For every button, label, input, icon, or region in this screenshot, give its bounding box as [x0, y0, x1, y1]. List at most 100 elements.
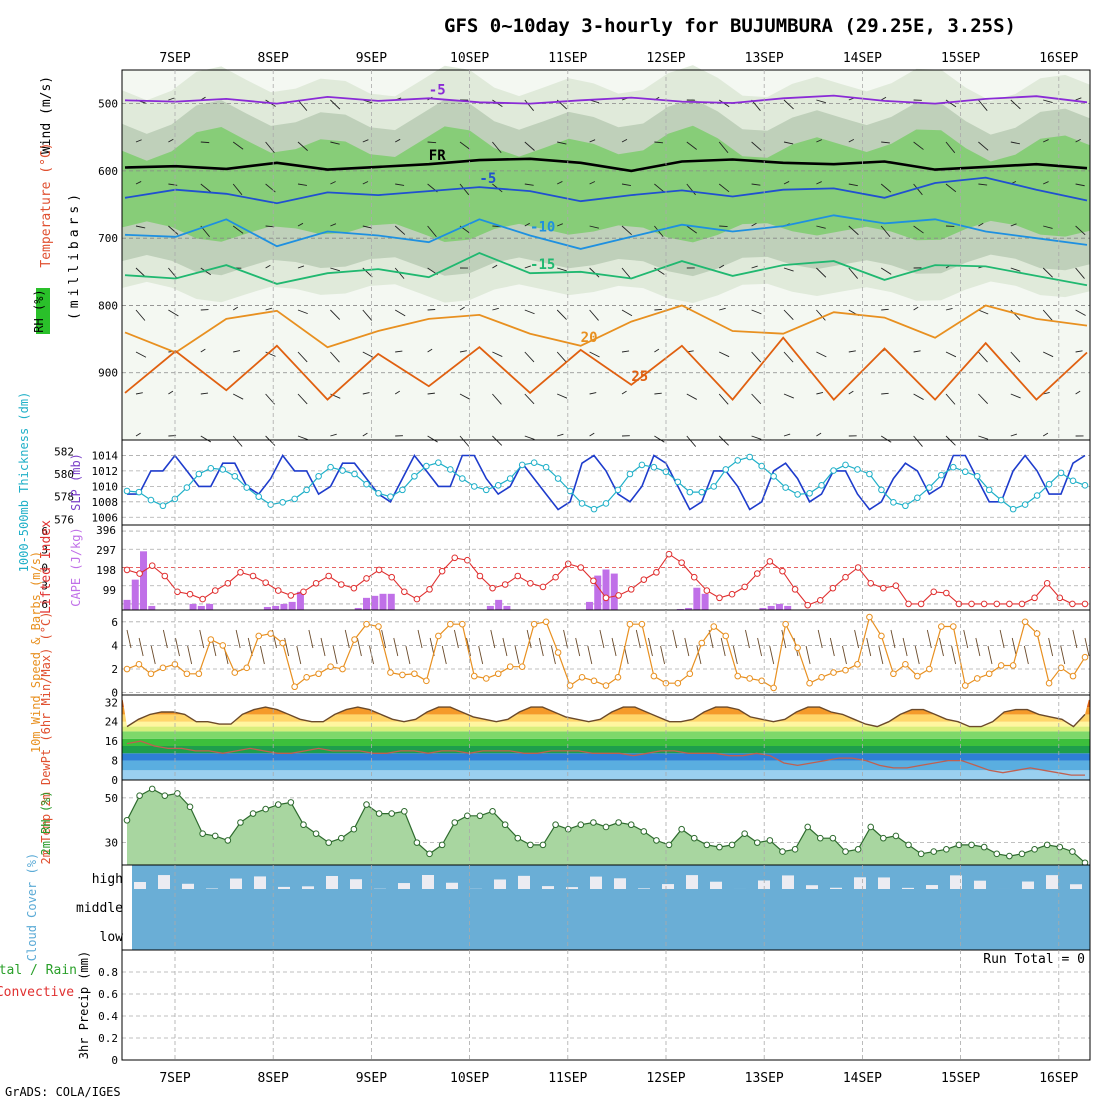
data-point	[339, 665, 346, 673]
cloud-gap	[974, 880, 986, 889]
data-point	[1057, 664, 1065, 672]
date-tick-top: 13SEP	[745, 51, 784, 66]
data-point	[791, 846, 799, 853]
data-point	[905, 600, 912, 608]
wind-barb	[492, 307, 499, 311]
temperature-mask	[122, 695, 1090, 727]
data-point	[890, 670, 897, 678]
wind-barb	[848, 183, 858, 187]
wind-barb	[635, 629, 641, 649]
wind-barb	[168, 183, 178, 186]
wind-barb	[621, 183, 632, 186]
data-point	[854, 564, 862, 571]
data-point	[779, 848, 786, 855]
wind-barb	[330, 351, 340, 363]
pressure-tick: 900	[98, 367, 118, 380]
wind-barb	[654, 392, 662, 395]
wind-barb	[881, 308, 889, 311]
data-point	[766, 837, 774, 844]
cloud-gap	[710, 881, 722, 889]
data-point	[399, 671, 406, 679]
wind-side-label: Wind (m/s)	[39, 76, 54, 154]
data-point	[782, 620, 789, 628]
wind-barb	[816, 225, 826, 229]
contour-label: -15	[530, 257, 555, 273]
data-point	[665, 841, 673, 849]
data-point	[482, 486, 490, 494]
wind-barb	[150, 645, 156, 665]
wind-barb	[719, 351, 730, 358]
wind-barb	[557, 393, 568, 399]
data-point	[566, 682, 574, 689]
data-point	[123, 487, 131, 495]
wind-barb	[362, 351, 373, 358]
slp-tick: 1006	[92, 511, 119, 524]
cape-bar	[206, 603, 214, 610]
wind-barb	[362, 225, 373, 229]
cloud-gap	[566, 887, 578, 889]
data-point	[590, 577, 597, 585]
wind-barb	[200, 183, 211, 193]
wind-barb	[441, 645, 447, 665]
wind-barb	[848, 390, 854, 395]
data-point	[686, 488, 694, 496]
wind-barb	[718, 141, 729, 154]
wind-barb	[524, 99, 534, 111]
wind-barb	[987, 645, 993, 665]
data-point	[926, 484, 933, 491]
lifted-index-tick: 3	[41, 543, 48, 556]
wind-barb	[978, 183, 988, 186]
cape-tick: 99	[103, 584, 116, 597]
data-point	[980, 843, 988, 851]
data-point	[650, 672, 658, 680]
wind-barb	[686, 393, 697, 400]
data-point	[506, 663, 514, 670]
wind-barb	[978, 141, 989, 151]
wind-barb	[902, 637, 908, 657]
wind-barb	[381, 629, 387, 649]
data-point	[542, 463, 550, 471]
wind-barb	[881, 141, 890, 144]
data-point	[312, 579, 320, 587]
temperature-tick: 24	[105, 716, 119, 729]
data-point	[315, 670, 322, 678]
data-point	[816, 596, 824, 604]
wind-barb	[945, 99, 957, 108]
data-point	[578, 500, 586, 507]
wind-barb	[1075, 350, 1083, 353]
data-point	[267, 630, 275, 637]
data-point	[476, 572, 484, 580]
wind-barb	[913, 141, 924, 150]
wind-barb	[1060, 645, 1066, 665]
data-point	[243, 484, 251, 491]
wind-barb	[587, 645, 593, 665]
wind-barb	[502, 637, 508, 657]
data-point	[602, 594, 610, 602]
data-point	[262, 579, 269, 586]
data-point	[770, 472, 777, 480]
data-point	[854, 661, 861, 668]
wind-barb	[816, 392, 824, 395]
wind-barb	[978, 435, 989, 440]
data-point	[274, 587, 282, 594]
data-point	[914, 672, 921, 680]
data-point	[627, 821, 635, 829]
data-point	[653, 837, 660, 844]
data-point	[902, 502, 909, 510]
precip-tick: 0.6	[98, 988, 118, 1001]
data-point	[1081, 653, 1089, 661]
temperature-contour	[124, 176, 1088, 205]
contour-label: -10	[530, 219, 555, 235]
cape-bar	[263, 606, 271, 610]
wind-barb	[168, 97, 175, 101]
wind-barb	[332, 645, 338, 665]
temperature-contour	[124, 157, 1088, 173]
data-point	[703, 841, 711, 849]
data-point	[339, 467, 346, 474]
contour-label: FR	[429, 148, 446, 164]
wind-barb	[1043, 99, 1053, 103]
data-point	[806, 679, 813, 687]
data-point	[186, 803, 194, 811]
data-point	[552, 573, 559, 581]
data-point	[147, 670, 155, 678]
